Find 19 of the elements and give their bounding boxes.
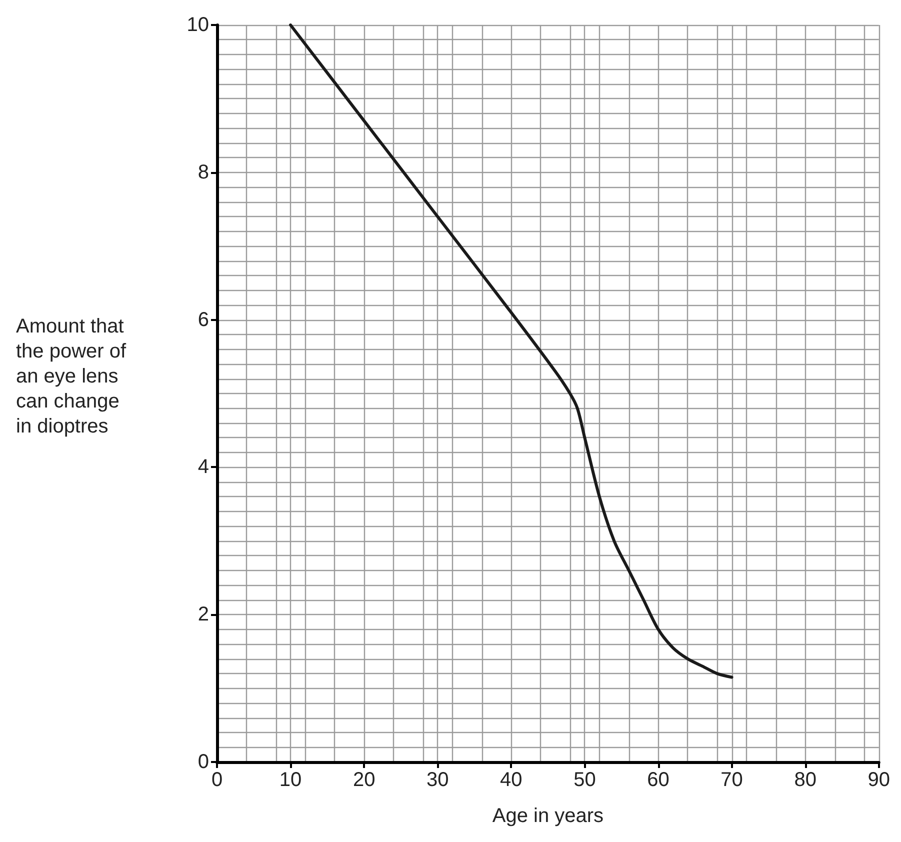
x-tick-label: 60	[647, 769, 670, 791]
x-tick-label: 80	[794, 769, 816, 791]
y-tick-label: 2	[198, 604, 209, 626]
y-tick-label: 4	[198, 456, 209, 478]
x-tick-label: 10	[279, 769, 302, 791]
x-tick-label: 90	[868, 769, 890, 791]
x-tick-label: 50	[574, 769, 596, 791]
line-series	[289, 24, 734, 679]
y-tick-label: 6	[198, 308, 209, 331]
x-axis-title: Age in years	[492, 805, 604, 827]
x-tick-label: 70	[720, 769, 743, 791]
x-tick-label: 0	[211, 769, 223, 791]
y-tick-label: 10	[186, 14, 209, 36]
x-tick-label: 20	[352, 769, 376, 791]
y-tick-label: 0	[198, 751, 209, 773]
y-tick-label: 8	[198, 161, 209, 184]
x-tick-label: 30	[426, 769, 449, 791]
y-axis-title: Amount that the power of an eye lens can change in dioptres	[16, 316, 127, 438]
x-tick-label: 40	[500, 769, 522, 791]
